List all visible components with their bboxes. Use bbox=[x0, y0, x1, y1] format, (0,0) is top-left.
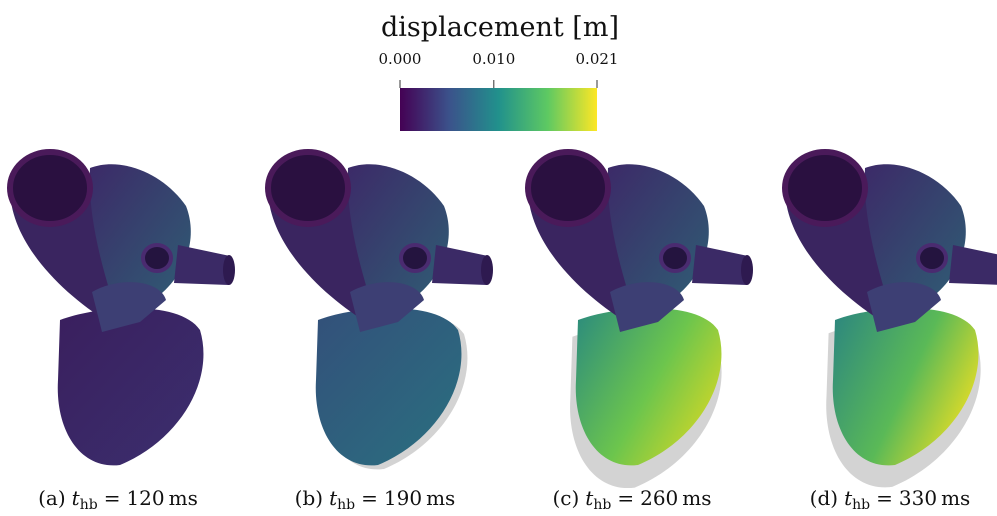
ventricle bbox=[575, 308, 722, 466]
subscript: hb bbox=[80, 497, 98, 513]
caption-label: (d) bbox=[810, 486, 838, 510]
heart bbox=[10, 152, 235, 332]
unit: ms bbox=[426, 486, 455, 510]
caption-label: (a) bbox=[38, 486, 66, 510]
symbol: t bbox=[72, 486, 81, 510]
caption-label: (c) bbox=[552, 486, 579, 510]
panel-d bbox=[785, 152, 997, 488]
colorbar-title: displacement [m] bbox=[381, 12, 619, 43]
symbol: t bbox=[585, 486, 594, 510]
unit: ms bbox=[682, 486, 711, 510]
unit: ms bbox=[169, 486, 198, 510]
subscript: hb bbox=[593, 497, 611, 513]
relation: = bbox=[361, 486, 378, 510]
relation: = bbox=[104, 486, 121, 510]
heart bbox=[528, 152, 753, 332]
caption: (a) thb = 120 ms bbox=[38, 486, 198, 513]
ventricle bbox=[315, 308, 462, 466]
heart bbox=[785, 152, 997, 332]
symbol: t bbox=[844, 486, 853, 510]
caption-label: (b) bbox=[295, 486, 323, 510]
tick-label: 0.000 bbox=[379, 50, 422, 68]
heart bbox=[268, 152, 493, 332]
caption-value: 120 bbox=[126, 486, 164, 510]
caption-value: 260 bbox=[640, 486, 678, 510]
relation: = bbox=[617, 486, 634, 510]
unit: ms bbox=[941, 486, 970, 510]
panel-a bbox=[10, 152, 235, 466]
caption: (b) thb = 190 ms bbox=[295, 486, 456, 513]
subscript: hb bbox=[337, 497, 355, 513]
ventricle bbox=[832, 308, 979, 466]
tick-label: 0.010 bbox=[472, 50, 515, 68]
caption-value: 190 bbox=[384, 486, 422, 510]
panel-c bbox=[528, 152, 753, 489]
subscript: hb bbox=[852, 497, 870, 513]
captions: (a) thb = 120 ms (b) thb = 190 ms (c) thb = 260 ms (d) t… bbox=[38, 486, 970, 513]
panel-b bbox=[268, 152, 493, 470]
colorbar bbox=[400, 88, 597, 131]
caption: (c) thb = 260 ms bbox=[552, 486, 711, 513]
ventricle bbox=[57, 308, 204, 466]
tick-label: 0.021 bbox=[576, 50, 619, 68]
relation: = bbox=[876, 486, 893, 510]
colorbar-ticks: 0.000 0.010 0.021 bbox=[379, 50, 619, 88]
caption-value: 330 bbox=[899, 486, 937, 510]
caption: (d) thb = 330 ms bbox=[810, 486, 971, 513]
symbol: t bbox=[329, 486, 338, 510]
